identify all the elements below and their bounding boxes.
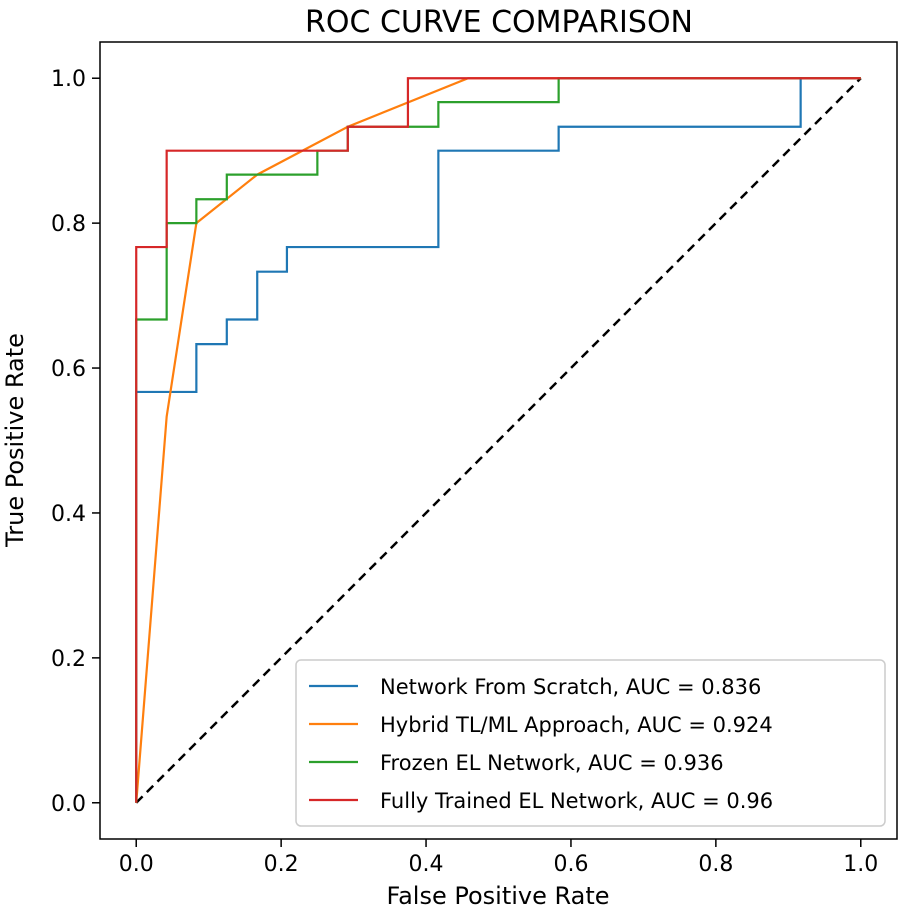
y-axis-label: True Positive Rate: [1, 333, 29, 548]
x-axis-label: False Positive Rate: [386, 882, 609, 910]
legend-box: [295, 659, 886, 827]
y-tick-label-0: 0.0: [51, 792, 86, 817]
legend-items: Network From Scratch, AUC = 0.836 Hybrid …: [309, 675, 773, 813]
y-tick-label-3: 0.6: [51, 357, 86, 382]
x-tick-label-3: 0.6: [553, 852, 588, 877]
x-tick-label-4: 0.8: [698, 852, 733, 877]
reference-diagonal-line: [135, 77, 862, 804]
y-tick-label-2: 0.4: [51, 502, 86, 527]
x-axis-ticks: 0.0 0.2 0.4 0.6 0.8 1.0: [119, 839, 878, 877]
legend-label-4: Fully Trained EL Network, AUC = 0.96: [380, 789, 773, 813]
x-tick-label-2: 0.4: [409, 852, 444, 877]
series-line-1: [135, 77, 861, 803]
y-tick-label-5: 1.0: [51, 67, 86, 92]
legend-label-1: Network From Scratch, AUC = 0.836: [380, 675, 761, 699]
plot-frame: [99, 41, 898, 840]
series-line-4: [135, 77, 861, 803]
plot-area: [99, 41, 898, 840]
y-axis-ticks: 0.0 0.2 0.4 0.6 0.8 1.0: [51, 67, 100, 817]
legend-label-3: Frozen EL Network, AUC = 0.936: [380, 751, 724, 775]
y-tick-label-1: 0.2: [51, 647, 86, 672]
chart-title: ROC CURVE COMPARISON: [305, 5, 693, 40]
series-layer: [135, 77, 862, 804]
legend-label-2: Hybrid TL/ML Approach, AUC = 0.924: [380, 713, 773, 737]
series-line-3: [135, 77, 861, 803]
y-tick-label-4: 0.8: [51, 212, 86, 237]
x-tick-label-5: 1.0: [843, 852, 878, 877]
legend: Network From Scratch, AUC = 0.836 Hybrid …: [295, 659, 886, 827]
x-tick-label-1: 0.2: [264, 852, 299, 877]
x-tick-label-0: 0.0: [119, 852, 154, 877]
